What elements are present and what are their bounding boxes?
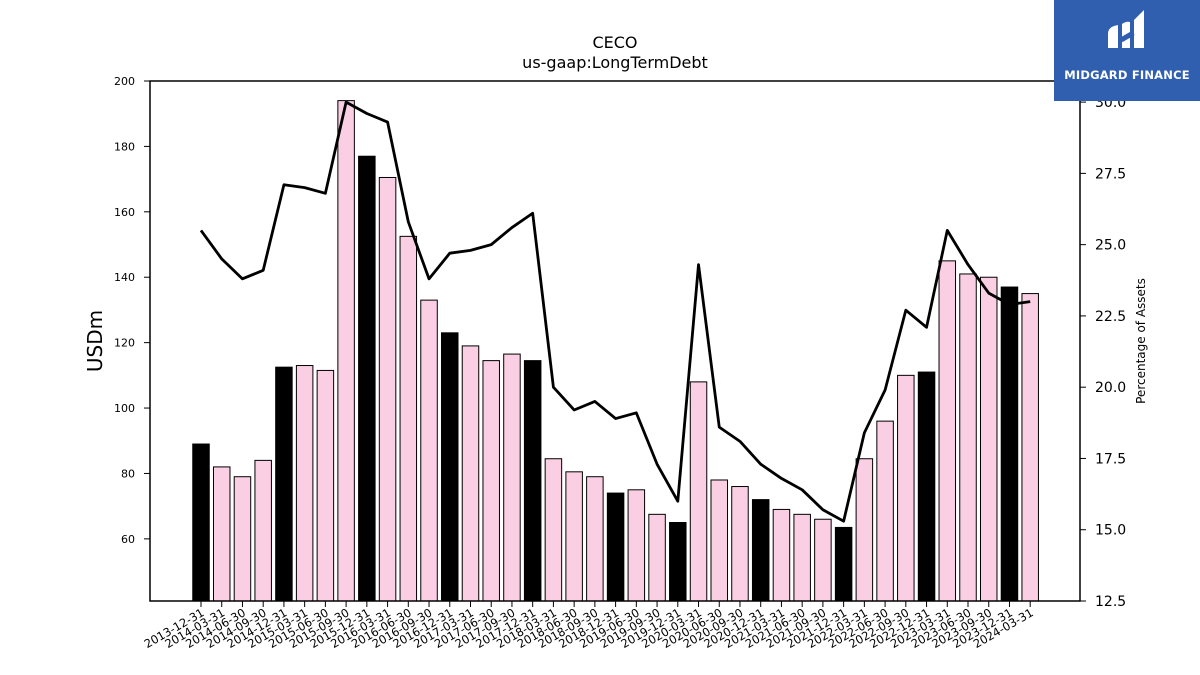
y-tick-label: 180	[114, 140, 135, 153]
bar	[358, 155, 376, 602]
bar	[399, 235, 418, 602]
bar	[897, 374, 915, 602]
bar	[772, 508, 791, 602]
bar	[793, 513, 811, 602]
y-tick-label: 60	[121, 533, 135, 546]
bar	[1000, 286, 1019, 602]
y2-tick-label: 17.5	[1095, 451, 1126, 467]
bar	[669, 522, 687, 602]
bar	[441, 332, 459, 602]
y2-tick-label: 12.5	[1095, 594, 1126, 610]
bar	[876, 420, 894, 602]
y-tick-label: 80	[121, 467, 135, 480]
y2-tick-label: 20.0	[1095, 380, 1126, 396]
bar	[565, 471, 583, 602]
y2-tick-label: 22.5	[1095, 309, 1126, 325]
bars	[192, 100, 1039, 602]
bar	[648, 513, 666, 602]
bar	[917, 371, 936, 602]
bar	[295, 365, 314, 602]
logo-mark-icon	[1108, 10, 1144, 48]
y-tick-label: 160	[114, 206, 135, 219]
bar	[461, 345, 480, 602]
bar	[503, 353, 521, 602]
bar	[254, 459, 272, 602]
y-tick-label: 100	[114, 402, 135, 415]
bar	[212, 466, 231, 602]
bar	[586, 476, 604, 602]
bar	[731, 486, 749, 602]
bar	[1021, 293, 1039, 602]
bar	[689, 381, 708, 602]
bar	[938, 260, 957, 602]
y2-tick-label: 27.5	[1095, 166, 1126, 182]
y2-tick-label: 25.0	[1095, 238, 1126, 254]
plot-frame	[149, 80, 1081, 602]
bar	[275, 366, 293, 602]
chart-subtitle: us-gaap:LongTermDebt	[522, 53, 708, 72]
bar	[606, 492, 625, 602]
bar	[959, 273, 977, 602]
axes: 60 80 100 120 140 160 180 200 12.5 15.0 17.5 20.0 22…	[114, 75, 1126, 651]
y-tick-label: 140	[114, 271, 135, 284]
bar	[482, 360, 500, 602]
y2-axis-label: Percentage of Assets	[1134, 278, 1148, 404]
y2-tick-label: 15.0	[1095, 523, 1126, 539]
y-tick-label: 200	[114, 75, 135, 88]
y-axis-label: USDm	[83, 310, 107, 372]
bar	[544, 458, 563, 602]
bar	[233, 476, 252, 602]
bar	[979, 276, 998, 602]
bar	[751, 499, 770, 602]
logo: MIDGARD FINANCE	[1054, 0, 1200, 101]
bar	[378, 176, 397, 602]
bar	[523, 360, 542, 602]
bar	[316, 369, 335, 602]
bar	[420, 299, 438, 602]
bar	[337, 100, 355, 602]
bar	[192, 443, 210, 602]
bar	[710, 479, 728, 602]
line-layer	[199, 100, 1031, 523]
bar	[627, 489, 646, 602]
logo-text: MIDGARD FINANCE	[1064, 68, 1190, 82]
bar	[855, 458, 874, 602]
bar	[814, 518, 832, 602]
y-tick-label: 120	[114, 337, 135, 350]
bar	[834, 526, 853, 602]
chart-title: CECO	[592, 33, 637, 52]
